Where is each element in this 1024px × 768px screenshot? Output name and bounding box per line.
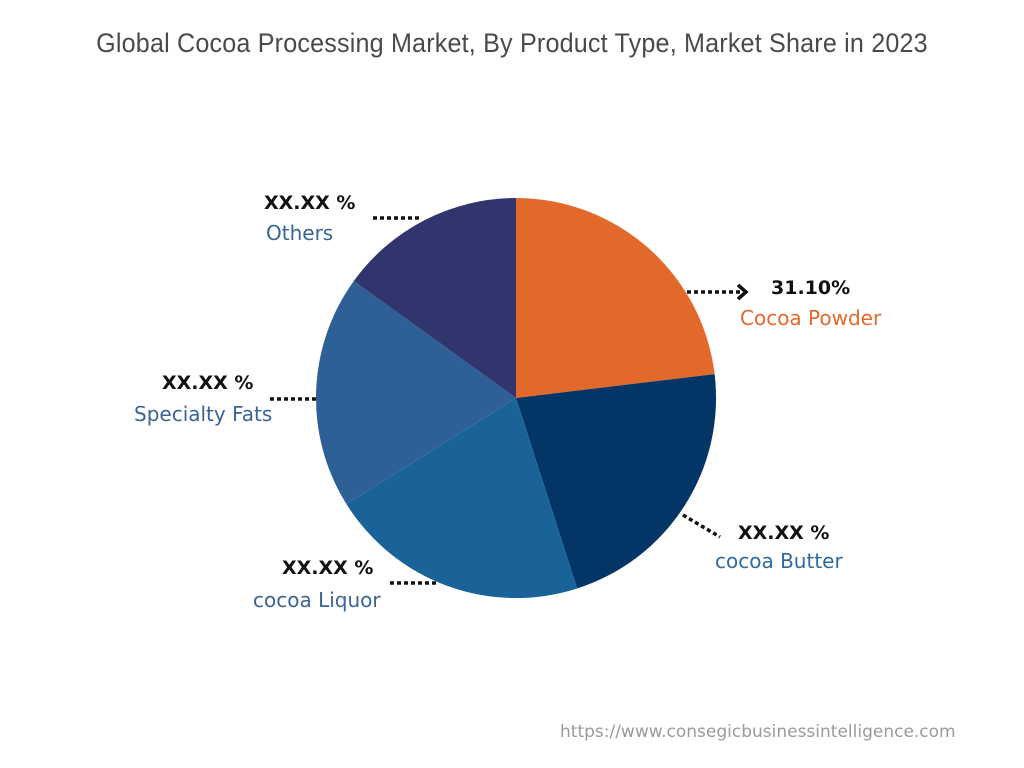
arrow-head-icon <box>736 283 749 301</box>
label-others-pct: XX.XX % <box>264 192 356 214</box>
slice-cocoa-butter <box>516 374 717 589</box>
label-cocoa-powder-pct: 31.10% <box>771 277 851 299</box>
label-others-name: Others <box>266 221 334 245</box>
label-specialty-fats-name: Specialty Fats <box>134 402 273 426</box>
leader-cocoa-butter <box>682 513 721 539</box>
slice-specialty-fats <box>316 281 516 504</box>
label-cocoa-butter-pct: XX.XX % <box>738 522 830 544</box>
label-cocoa-powder-name: Cocoa Powder <box>740 306 882 330</box>
label-cocoa-liquor-pct: XX.XX % <box>282 557 374 579</box>
label-cocoa-butter-name: cocoa Butter <box>715 549 843 573</box>
label-specialty-fats-pct: XX.XX % <box>162 372 254 394</box>
slice-cocoa-powder <box>516 198 715 398</box>
slice-others <box>353 198 516 398</box>
slice-cocoa-liquor <box>346 398 578 599</box>
chart-title: Global Cocoa Processing Market, By Produ… <box>96 28 928 58</box>
label-cocoa-liquor-name: cocoa Liquor <box>253 588 381 612</box>
source-url: https://www.consegicbusinessintelligence… <box>560 722 956 742</box>
